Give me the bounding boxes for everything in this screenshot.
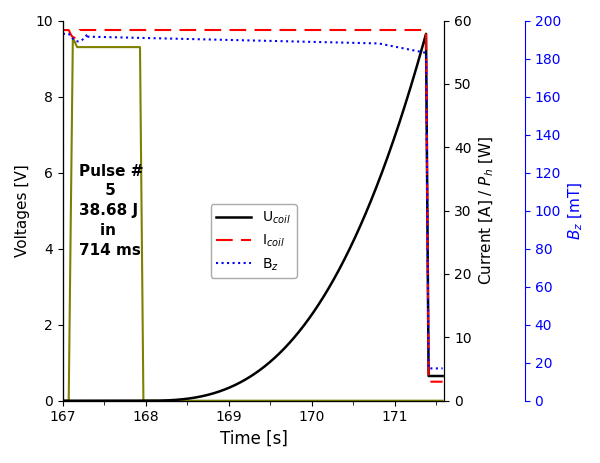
X-axis label: Time [s]: Time [s]	[220, 430, 287, 448]
Text: Pulse #
     5
38.68 J
    in
714 ms: Pulse # 5 38.68 J in 714 ms	[79, 163, 144, 258]
Y-axis label: Voltages [V]: Voltages [V]	[15, 164, 30, 257]
Legend: U$_{coil}$, I$_{coil}$, B$_z$: U$_{coil}$, I$_{coil}$, B$_z$	[211, 204, 296, 278]
Y-axis label: $B_z$ [mT]: $B_z$ [mT]	[566, 181, 585, 240]
Y-axis label: Current [A] / $P_h$ [W]: Current [A] / $P_h$ [W]	[477, 136, 496, 285]
